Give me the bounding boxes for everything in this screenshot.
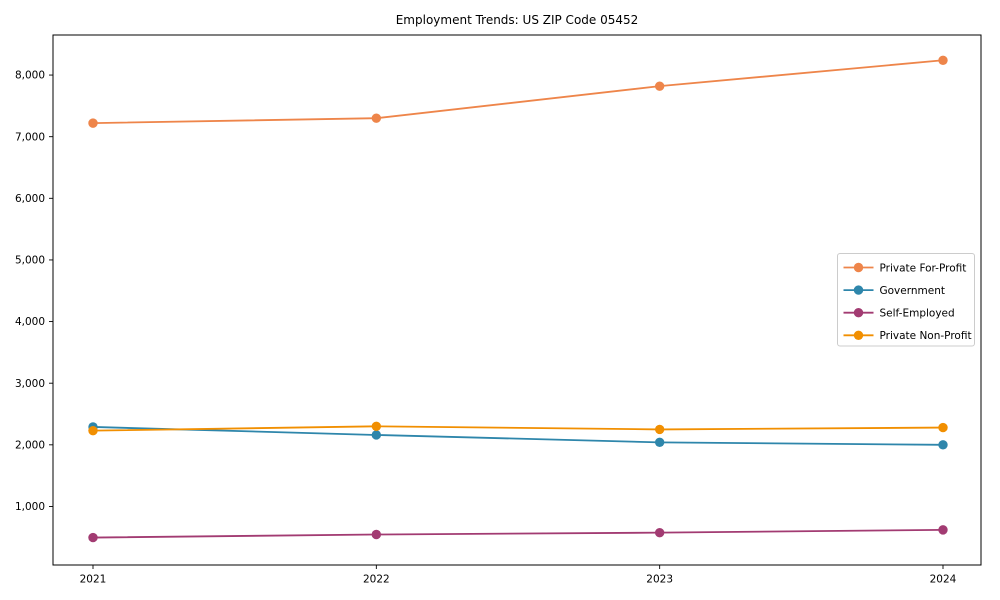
data-point-government-2024 [938, 440, 948, 450]
y-tick-label: 8,000 [15, 70, 45, 82]
data-point-self-employed-2021 [88, 532, 98, 543]
legend-marker [853, 330, 864, 340]
y-tick-label: 1,000 [15, 501, 45, 513]
data-point-government-2022 [371, 430, 382, 440]
data-point-government-2023 [654, 437, 665, 448]
plot-frame [52, 34, 982, 566]
y-tick-label: 7,000 [15, 131, 45, 143]
x-tick-label: 2021 [80, 574, 107, 586]
data-point-self-employed-2023 [654, 527, 665, 538]
series-line-private-non-profit [92, 425, 944, 432]
data-point-private-for-profit-2023 [654, 81, 665, 91]
legend-label: Self-Employed [880, 308, 955, 320]
data-point-private-for-profit-2021 [88, 118, 98, 128]
legend-box [837, 253, 975, 347]
data-point-private-non-profit-2023 [654, 424, 665, 435]
legend-label: Private Non-Profit [880, 330, 972, 342]
legend-label: Government [880, 285, 945, 297]
data-point-private-non-profit-2021 [88, 425, 98, 436]
data-point-private-for-profit-2024 [938, 55, 948, 65]
data-point-self-employed-2024 [938, 525, 948, 535]
y-tick-label: 6,000 [15, 193, 45, 205]
data-point-self-employed-2022 [371, 529, 382, 540]
data-point-private-non-profit-2022 [371, 421, 382, 432]
x-tick-label: 2023 [646, 574, 673, 586]
legend-item-private-non-profit: Private Non-Profit [843, 330, 972, 342]
legend-item-private-for-profit: Private For-Profit [843, 262, 967, 274]
legend: Private For-Profit Government Self-Employe… [837, 253, 975, 347]
legend-item-government: Government [843, 285, 945, 297]
series-line-self-employed [92, 528, 944, 539]
legend-marker [853, 285, 864, 295]
y-tick-label: 4,000 [15, 316, 45, 328]
y-tick-label: 3,000 [15, 378, 45, 390]
legend-marker [853, 308, 864, 318]
y-tick-label: 5,000 [15, 255, 45, 267]
series-line-private-for-profit [92, 59, 944, 125]
data-point-private-non-profit-2024 [938, 422, 948, 433]
series-line-government [92, 426, 944, 446]
chart-title: Employment Trends: US ZIP Code 05452 [395, 13, 639, 27]
data-point-private-for-profit-2022 [371, 113, 382, 123]
legend-item-self-employed: Self-Employed [843, 308, 955, 320]
y-tick-label: 2,000 [15, 439, 45, 451]
x-tick-label: 2022 [363, 574, 390, 586]
legend-marker [853, 262, 864, 273]
legend-label: Private For-Profit [880, 262, 967, 274]
x-tick-label: 2024 [930, 574, 957, 586]
